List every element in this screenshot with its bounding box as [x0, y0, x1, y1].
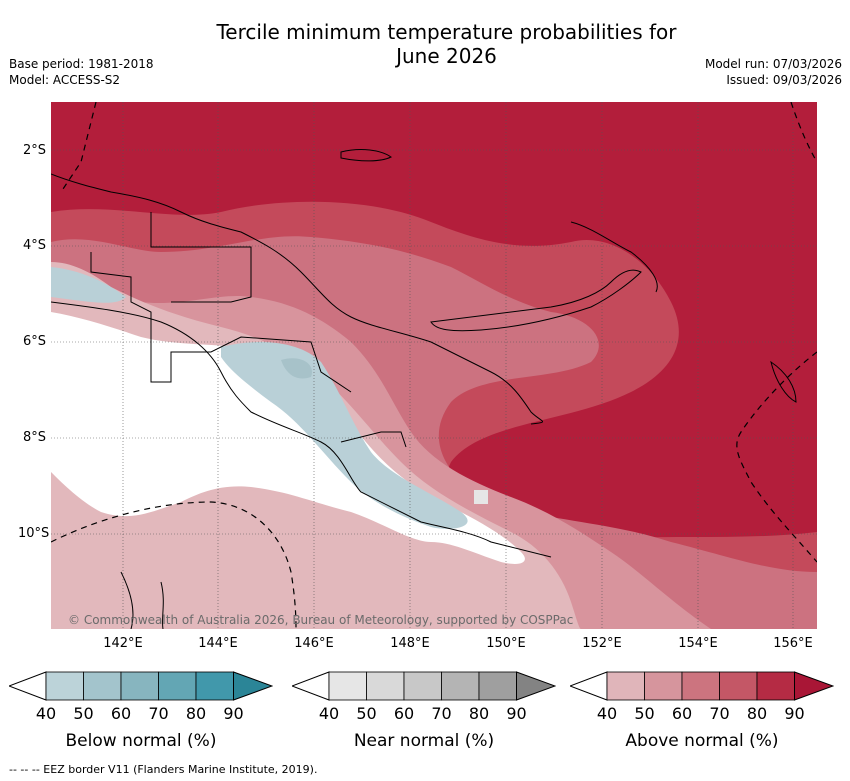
lat-tick: 2°S — [22, 143, 46, 158]
bougainville — [770, 360, 797, 403]
lon-tick: 148°E — [390, 636, 430, 651]
probability-map — [51, 102, 817, 629]
watermark: © Commonwealth of Australia 2026, Bureau… — [68, 613, 574, 627]
colorbar-above-tick: 70 — [709, 704, 730, 723]
colorbar-near-tick: 70 — [431, 704, 452, 723]
colorbar-above-label: Above normal (%) — [625, 731, 779, 751]
lon-tick: 152°E — [582, 636, 622, 651]
colorbar-below — [9, 671, 273, 701]
colorbar-near-tick: 40 — [318, 704, 340, 723]
png-north-coast — [51, 173, 543, 425]
lat-tick: 6°S — [22, 334, 46, 349]
colorbar-below-label: Below normal (%) — [65, 731, 217, 751]
lat-tick: 10°S — [18, 526, 50, 541]
colorbar-above — [570, 671, 834, 701]
eez-borders — [51, 102, 817, 629]
colorbar-below-tick: 40 — [35, 704, 57, 723]
colorbar-near — [292, 671, 556, 701]
new-ireland — [570, 221, 658, 293]
region-below-50-west — [51, 267, 126, 303]
lat-tick: 8°S — [22, 430, 46, 445]
colorbar-below-tick: 90 — [223, 704, 244, 723]
colorbar-near-tick: 50 — [356, 704, 377, 723]
colorbar-near-tick: 90 — [506, 704, 527, 723]
colorbar-below-tick: 80 — [185, 704, 207, 723]
lon-tick: 144°E — [198, 636, 238, 651]
issued-date: Issued: 09/03/2026 — [726, 73, 842, 87]
chart-title: Tercile minimum temperature probabilitie… — [0, 20, 850, 68]
meta-right: Model run: 07/03/2026 Issued: 09/03/2026 — [705, 56, 842, 88]
colorbar-below-tick: 60 — [110, 704, 132, 723]
cape-york — [120, 571, 164, 629]
new-britain — [430, 269, 642, 332]
title-line-1: Tercile minimum temperature probabilitie… — [216, 20, 677, 44]
colorbar-near-tick: 80 — [468, 704, 490, 723]
colorbar-below-tick: 50 — [73, 704, 94, 723]
colorbar-near-tick: 60 — [393, 704, 415, 723]
png-south-coast — [51, 301, 552, 558]
lon-tick: 150°E — [486, 636, 526, 651]
colorbar-above-tick: 40 — [596, 704, 618, 723]
colorbar-near-label: Near normal (%) — [353, 731, 495, 751]
eez-legend: -- -- -- EEZ border V11 (Flanders Marine… — [9, 763, 318, 776]
region-below-60 — [281, 358, 312, 379]
model-name: Model: ACCESS-S2 — [9, 73, 121, 87]
manus — [340, 149, 392, 162]
lon-tick: 146°E — [294, 636, 334, 651]
lon-tick: 154°E — [678, 636, 718, 651]
meta-left: Base period: 1981-2018 Model: ACCESS-S2 — [9, 56, 154, 88]
map-svg — [51, 102, 817, 629]
colorbar-above-tick: 60 — [671, 704, 693, 723]
colorbar-above-tick: 50 — [634, 704, 655, 723]
model-run: Model run: 07/03/2026 — [704, 57, 842, 71]
lon-tick: 156°E — [773, 636, 813, 651]
graticule — [51, 102, 817, 629]
coastlines — [51, 149, 797, 629]
colorbar-above-tick: 80 — [746, 704, 768, 723]
lat-tick: 4°S — [22, 238, 46, 253]
base-period: Base period: 1981-2018 — [9, 57, 154, 71]
title-line-2: June 2026 — [396, 44, 497, 68]
colorbar-below-tick: 70 — [148, 704, 169, 723]
region-below-50-central — [221, 342, 468, 529]
borders — [90, 212, 407, 448]
region-near-40 — [474, 490, 488, 504]
colorbar-above-tick: 90 — [784, 704, 805, 723]
lon-tick: 142°E — [103, 636, 143, 651]
